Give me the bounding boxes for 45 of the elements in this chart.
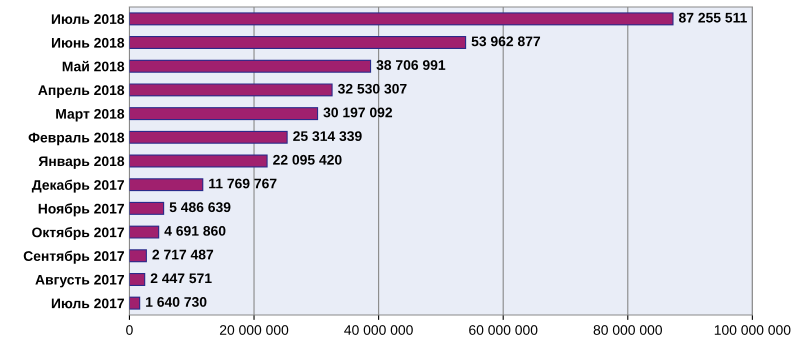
x-tick-label: 20 000 000 — [220, 325, 288, 335]
bar — [129, 36, 466, 50]
bar — [129, 178, 204, 192]
bar — [129, 83, 333, 96]
y-tick-label: Июнь 2018 — [52, 38, 124, 48]
data-label: 2 717 487 — [152, 250, 214, 260]
data-label: 4 691 860 — [164, 226, 226, 236]
data-label: 22 095 420 — [273, 154, 342, 165]
data-label: 11 769 767 — [209, 178, 276, 188]
data-label: 53 962 877 — [472, 36, 540, 46]
x-tick-label: 40 000 000 — [344, 325, 413, 335]
y-tick-label: Февраль 2018 — [28, 132, 124, 146]
y-tick-label: Декабрь 2017 — [32, 180, 124, 193]
bar — [129, 249, 147, 262]
y-tick-label: Октябрь 2017 — [32, 226, 124, 240]
y-tick-label: Январь 2018 — [38, 156, 124, 169]
bar — [129, 202, 164, 215]
x-tick-label: 0 — [126, 325, 133, 335]
y-tick-label: Августь 2017 — [35, 274, 124, 288]
bar — [129, 130, 288, 144]
bar — [129, 12, 674, 26]
x-tick-label: 80 000 000 — [594, 325, 662, 335]
bar — [129, 60, 372, 73]
data-label: 5 486 639 — [170, 202, 230, 212]
y-tick-label: Март 2018 — [56, 108, 124, 122]
data-label: 1 640 730 — [146, 297, 206, 307]
bar — [129, 272, 146, 286]
x-tick-label: 60 000 000 — [469, 325, 538, 335]
y-tick-label: Апрель 2018 — [38, 85, 124, 98]
y-tick-label: Май 2018 — [62, 60, 124, 72]
x-tick-label: 100 000 000 — [714, 325, 790, 335]
data-label: 32 530 307 — [338, 84, 407, 94]
y-tick-label: Июль 2018 — [52, 14, 124, 24]
bar — [129, 154, 268, 168]
y-tick-label: Сентябрь 2017 — [24, 250, 124, 264]
y-tick-label: Ноябрь 2017 — [38, 203, 124, 216]
data-label: 25 314 339 — [293, 131, 362, 142]
y-tick-label: Июль 2017 — [52, 298, 124, 308]
bar — [129, 107, 318, 120]
data-label: 87 255 511 — [678, 12, 747, 23]
data-label: 38 706 991 — [376, 60, 446, 70]
data-label: 2 447 571 — [150, 273, 212, 284]
data-label: 30 197 092 — [323, 108, 392, 118]
bar — [129, 296, 140, 310]
bar — [129, 226, 160, 239]
